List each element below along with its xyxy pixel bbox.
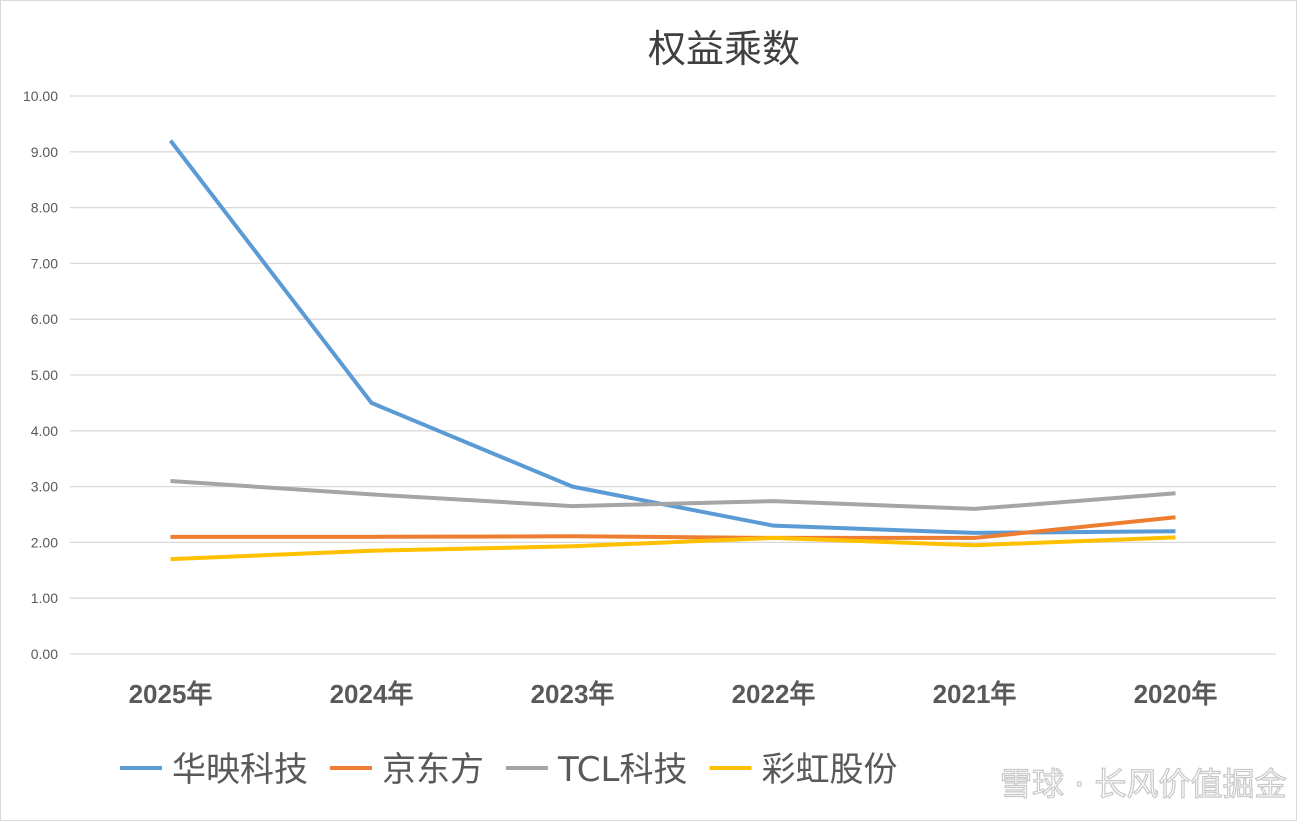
series-line-TCL科技 xyxy=(170,479,1176,511)
y-tick-label: 4.00 xyxy=(31,423,58,439)
x-tick-label: 2025年 xyxy=(129,679,213,709)
series-line-华映科技 xyxy=(168,139,1176,535)
x-tick-label: 2024年 xyxy=(330,679,414,709)
series-line-京东方 xyxy=(170,515,1176,540)
legend-label: 京东方 xyxy=(382,750,484,790)
x-tick-label: 2023年 xyxy=(531,679,615,709)
y-tick-label: 3.00 xyxy=(31,479,58,495)
y-tick-label: 9.00 xyxy=(31,144,58,160)
y-tick-label: 8.00 xyxy=(31,200,58,216)
x-tick-label: 2020年 xyxy=(1134,679,1218,709)
legend-label: 彩虹股份 xyxy=(761,750,897,790)
y-tick-label: 7.00 xyxy=(31,255,58,271)
y-tick-label: 2.00 xyxy=(31,534,58,550)
y-tick-label: 0.00 xyxy=(31,646,58,662)
y-tick-label: 10.00 xyxy=(23,88,58,104)
legend-label: TCL科技 xyxy=(557,750,687,790)
x-tick-label: 2022年 xyxy=(732,679,816,709)
y-tick-label: 6.00 xyxy=(31,311,58,327)
x-tick-label: 2021年 xyxy=(933,679,1017,709)
legend-label: 华映科技 xyxy=(172,750,308,790)
y-tick-label: 5.00 xyxy=(31,367,58,383)
y-tick-label: 1.00 xyxy=(31,590,58,606)
series-line-彩虹股份 xyxy=(170,535,1176,562)
chart-title: 权益乘数 xyxy=(648,27,800,71)
watermark: 雪球 · 长风价值掘金 xyxy=(1000,765,1287,803)
